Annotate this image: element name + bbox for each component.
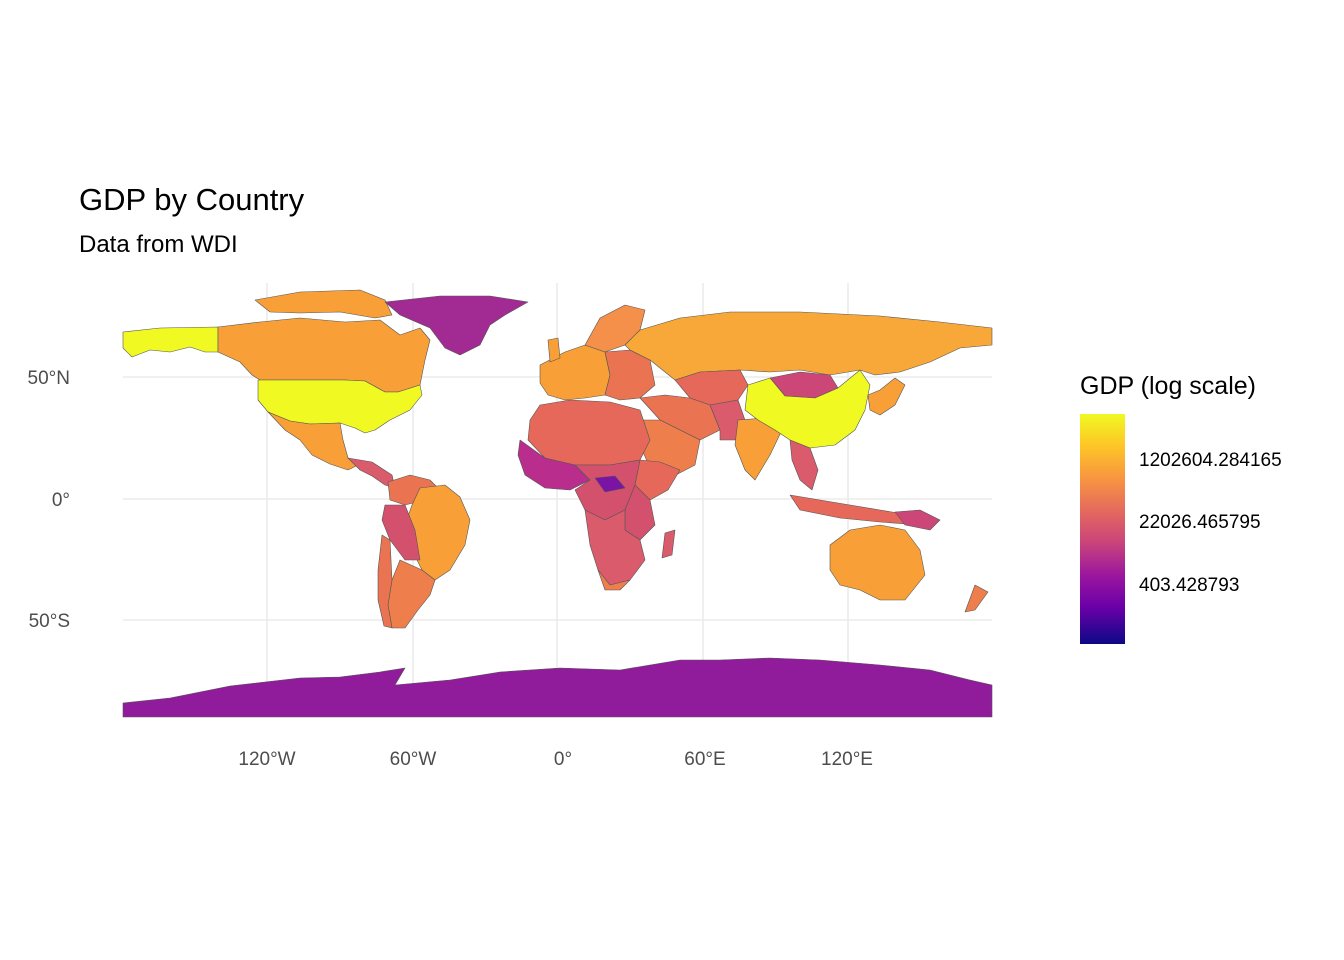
legend-label-high: 1202604.284165: [1139, 450, 1282, 471]
x-tick-label-120e: 120°E: [821, 749, 873, 770]
region-chile: [377, 534, 393, 629]
region-central-african-republic: [594, 475, 626, 493]
y-tick-label-50n: 50°N: [27, 368, 70, 389]
legend-colorbar: [1080, 414, 1125, 644]
legend-label-low: 403.428793: [1139, 575, 1240, 596]
x-tick-label-60w: 60°W: [389, 749, 437, 770]
chart-title: GDP by Country: [79, 182, 305, 217]
legend-title: GDP (log scale): [1080, 372, 1256, 400]
region-west-africa: [517, 439, 591, 491]
region-madagascar: [661, 529, 676, 559]
region-greenland: [384, 295, 529, 356]
x-tick-label-0: 0°: [553, 749, 573, 770]
legend-label-mid: 22026.465795: [1139, 512, 1261, 533]
x-tick-label-120w: 120°W: [238, 749, 296, 770]
region-scandinavia: [584, 304, 646, 353]
y-tick-label-50s: 50°S: [28, 611, 70, 632]
region-new-guinea: [894, 509, 941, 531]
legend-tick: [1125, 586, 1137, 587]
region-china: [744, 369, 871, 449]
region-southern-africa: [584, 509, 646, 586]
region-north-africa: [527, 399, 651, 466]
region-new-zealand: [964, 584, 989, 613]
countries: [122, 289, 993, 718]
y-tick-label-0: 0°: [51, 490, 70, 511]
legend-tick: [1125, 461, 1137, 462]
region-australia: [829, 524, 926, 601]
region-antarctica: [122, 657, 993, 718]
region-southeast-asia: [789, 439, 819, 491]
region-uk: [547, 337, 561, 363]
region-peru-bolivia: [381, 504, 421, 561]
region-south-africa: [597, 569, 631, 591]
region-alaska: [122, 326, 219, 358]
x-tick-label-60e: 60°E: [684, 749, 726, 770]
chart-subtitle: Data from WDI: [79, 231, 238, 258]
region-canada-islands: [254, 289, 393, 319]
legend-tick: [1125, 523, 1137, 524]
region-korea-japan: [867, 377, 906, 416]
